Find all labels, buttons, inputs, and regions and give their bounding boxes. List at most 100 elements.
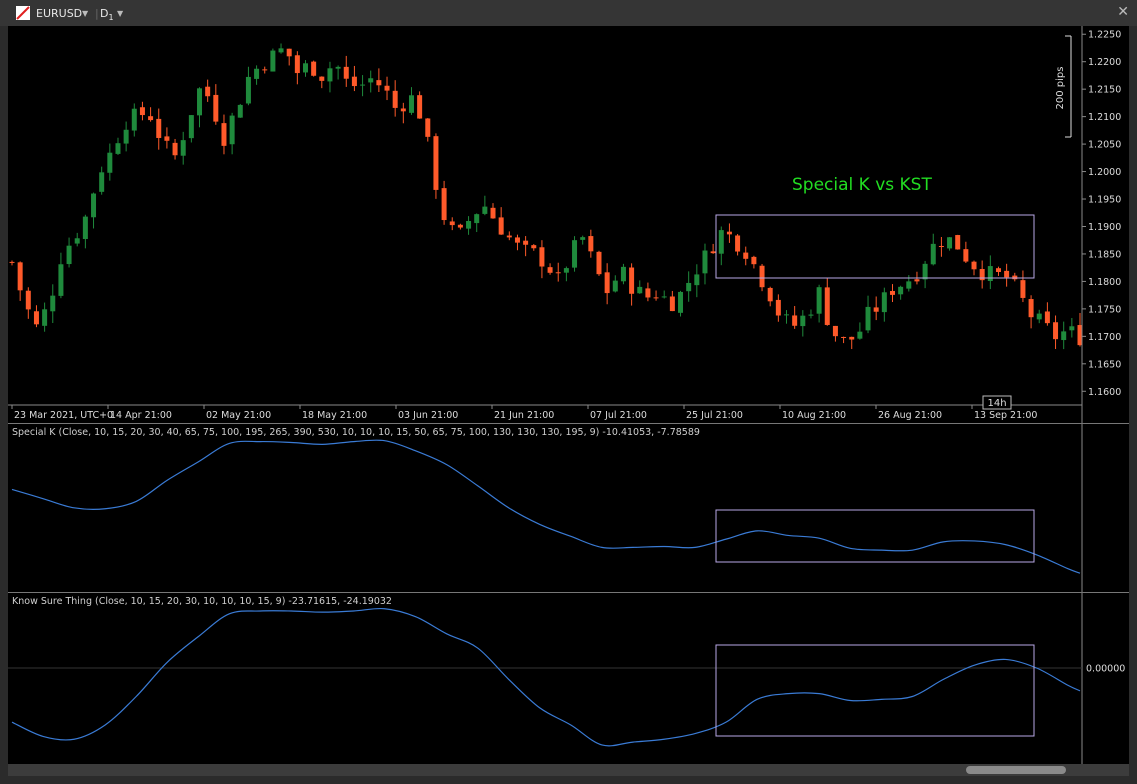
svg-text:14h: 14h <box>987 398 1006 409</box>
pips-ruler: 200 pips <box>1055 35 1072 138</box>
price-tick-label: 1.1850 <box>1088 249 1121 260</box>
candles-group <box>9 43 1083 350</box>
price-tick-label: 1.1900 <box>1088 222 1121 233</box>
candle-body <box>898 286 904 295</box>
candle-body <box>474 214 480 224</box>
candle-body <box>669 296 675 312</box>
scrollbar-thumb[interactable] <box>966 766 1066 774</box>
candle-body <box>343 66 349 79</box>
special-k-line <box>11 439 1081 574</box>
price-tick-label: 1.2150 <box>1088 85 1121 96</box>
time-tick-label: 03 Jun 21:00 <box>398 410 458 421</box>
candle-body <box>384 85 390 91</box>
symbol-selector[interactable]: EURUSD <box>36 7 83 20</box>
candle-body <box>91 193 97 218</box>
highlight-box-kst[interactable] <box>715 644 1035 737</box>
candle-body <box>759 265 765 288</box>
time-tick-label: 14 Apr 21:00 <box>110 410 172 421</box>
candle-body <box>254 68 260 79</box>
candle-body <box>433 136 439 190</box>
candle-body <box>930 243 936 265</box>
candle-body <box>661 296 667 298</box>
price-tick-label: 1.1650 <box>1088 359 1121 370</box>
candle-body <box>775 299 781 316</box>
highlight-box-price[interactable] <box>715 214 1035 279</box>
candle-body <box>881 292 887 313</box>
candle-body <box>710 251 716 254</box>
timeframe-selector[interactable]: D1 <box>100 7 114 23</box>
candle-body <box>1004 270 1010 278</box>
candle-body <box>563 268 569 273</box>
candle-body <box>604 272 610 294</box>
candle-body <box>498 217 504 235</box>
highlight-box-special-k[interactable] <box>715 509 1035 563</box>
candle-body <box>197 88 203 116</box>
time-tick-label: 25 Jul 21:00 <box>686 410 743 421</box>
candle-body <box>245 76 251 104</box>
candle-body <box>514 237 520 243</box>
symbol-dropdown-icon[interactable]: ▼ <box>82 9 89 18</box>
candle-body <box>995 268 1001 272</box>
timeframe-dropdown-icon[interactable]: ▼ <box>117 9 124 18</box>
price-tick-label: 1.2200 <box>1088 57 1121 68</box>
candle-body <box>792 315 798 326</box>
candle-body <box>865 306 871 331</box>
candle-body <box>743 252 749 259</box>
special-k-panel[interactable]: Special K (Close, 10, 15, 20, 30, 40, 65… <box>8 423 1129 593</box>
candle-body <box>408 95 414 113</box>
candle-body <box>50 295 56 312</box>
price-tick-label: 1.2000 <box>1088 167 1121 178</box>
candle-body <box>979 269 985 281</box>
price-panel[interactable]: 1.2250 1.2200 1.2150 1.2100 1.2050 1.2000 1.19… <box>8 26 1129 423</box>
candle-body <box>784 314 790 316</box>
candle-body <box>148 116 154 121</box>
candle-body <box>360 84 366 86</box>
candle-body <box>808 314 814 316</box>
candle-body <box>99 172 105 192</box>
candle-body <box>955 235 961 250</box>
horizontal-scrollbar[interactable] <box>8 764 1129 776</box>
candle-body <box>327 68 333 82</box>
chart-type-icon[interactable] <box>16 6 30 20</box>
candle-body <box>74 238 80 244</box>
candle-body <box>816 287 822 314</box>
candle-body <box>221 123 227 146</box>
time-tick-label: 23 Mar 2021, UTC+0 <box>14 410 113 421</box>
kst-zero-label: 0.00000 <box>1086 664 1125 675</box>
candle-body <box>311 61 317 76</box>
candle-body <box>66 245 72 265</box>
candle-body <box>278 48 284 53</box>
price-axis[interactable]: 1.2250 1.2200 1.2150 1.2100 1.2050 1.2000 1.19… <box>1082 30 1121 398</box>
price-tick-label: 1.1600 <box>1088 387 1121 398</box>
chart-title: Special K vs KST <box>792 175 932 195</box>
candle-body <box>922 263 928 280</box>
candle-body <box>596 251 602 275</box>
kst-label: Know Sure Thing (Close, 10, 15, 20, 30, … <box>12 596 392 607</box>
candle-body <box>1077 325 1083 346</box>
candle-body <box>107 152 113 173</box>
candle-body <box>490 207 496 219</box>
candle-body <box>131 108 137 131</box>
candle-body <box>539 247 545 267</box>
time-axis[interactable]: 23 Mar 2021, UTC+014 Apr 21:00 02 May 21:… <box>11 405 1037 421</box>
candle-body <box>531 245 537 249</box>
candle-body <box>25 290 31 310</box>
candle-body <box>987 266 993 282</box>
candle-body <box>188 115 194 139</box>
candle-body <box>335 66 341 69</box>
candle-body <box>42 309 48 326</box>
candle-body <box>1069 326 1075 331</box>
candle-body <box>629 267 635 294</box>
candle-body <box>1028 299 1034 318</box>
candle-body <box>735 235 741 252</box>
candle-body <box>523 240 529 245</box>
candle-body <box>262 69 268 71</box>
close-icon[interactable]: ✕ <box>1117 4 1129 20</box>
candle-body <box>205 86 211 97</box>
candle-body <box>588 236 594 252</box>
candle-body <box>302 63 308 73</box>
kst-panel[interactable]: 0.00000 Know Sure Thing (Close, 10, 15, … <box>8 592 1129 765</box>
price-tick-label: 1.1750 <box>1088 304 1121 315</box>
candle-body <box>482 206 488 214</box>
candle-body <box>849 336 855 340</box>
